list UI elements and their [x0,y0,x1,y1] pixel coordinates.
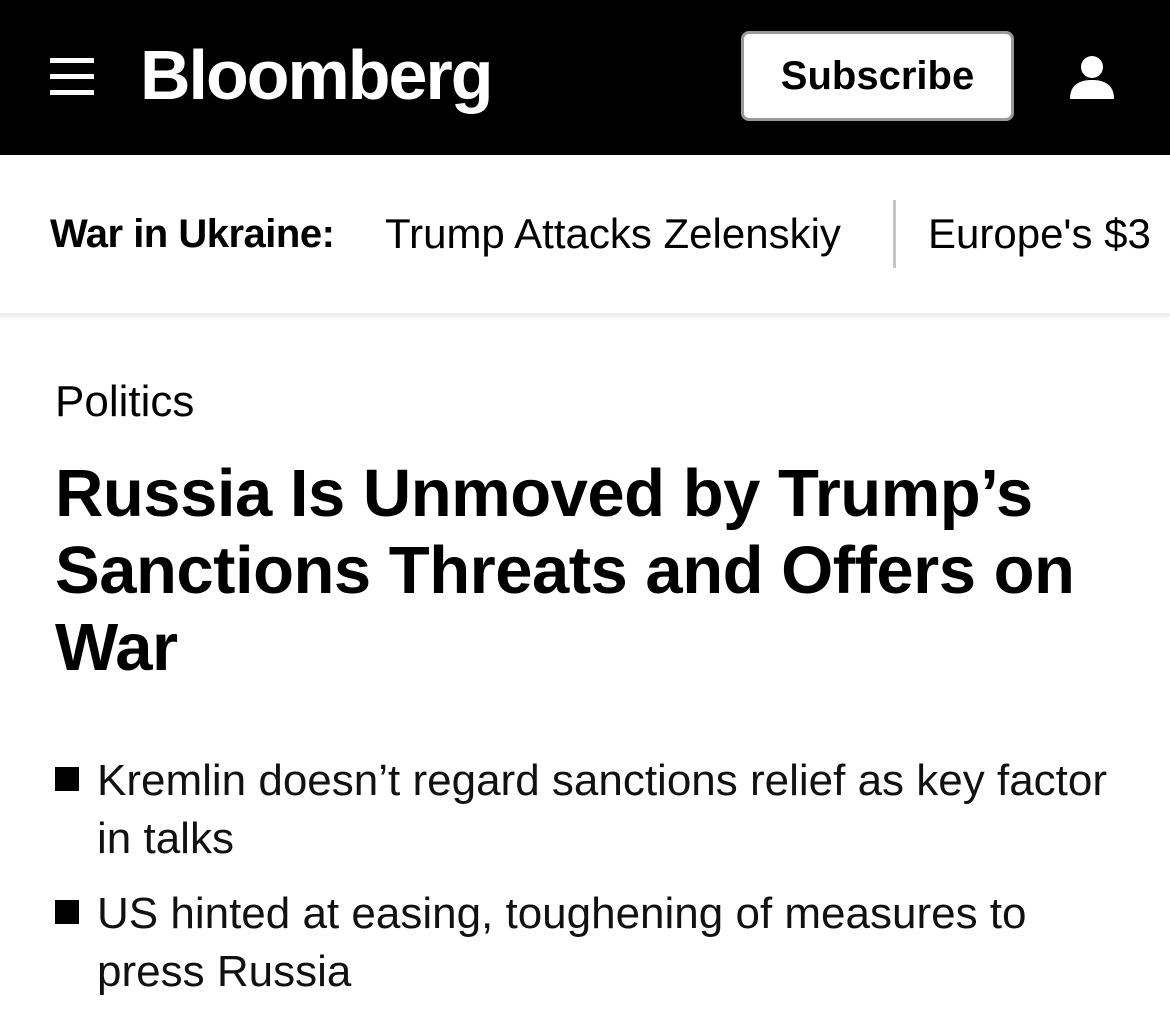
top-navigation-bar: Bloomberg Subscribe [0,0,1170,155]
hamburger-menu-icon[interactable] [50,58,94,96]
topic-ticker-bar: War in Ukraine: Trump Attacks Zelenskiy … [0,155,1170,316]
ticker-link-trump-attacks-zelenskiy[interactable]: Trump Attacks Zelenskiy [385,210,841,257]
section-label-politics[interactable]: Politics [55,377,195,426]
ticker-divider [893,200,896,268]
square-bullet-icon [55,767,79,791]
user-account-icon[interactable] [1068,55,1116,101]
article-headline: Russia Is Unmoved by Trump’s Sanctions T… [55,456,1075,685]
summary-bullet-text: US hinted at easing, toughening of measu… [97,889,1027,996]
square-bullet-icon [55,900,79,924]
summary-bullet-text: Kremlin doesn’t regard sanctions relief … [97,756,1108,863]
article-summary-bullets: Kremlin doesn’t regard sanctions relief … [55,752,1135,1018]
subscribe-button[interactable]: Subscribe [741,31,1014,121]
summary-bullet-item: US hinted at easing, toughening of measu… [55,885,1135,1001]
summary-bullet-item: Kremlin doesn’t regard sanctions relief … [55,752,1135,868]
ticker-topic-label: War in Ukraine: [50,212,335,256]
bloomberg-logo[interactable]: Bloomberg [140,36,493,114]
ticker-link-europe[interactable]: Europe's $3 [928,210,1151,257]
